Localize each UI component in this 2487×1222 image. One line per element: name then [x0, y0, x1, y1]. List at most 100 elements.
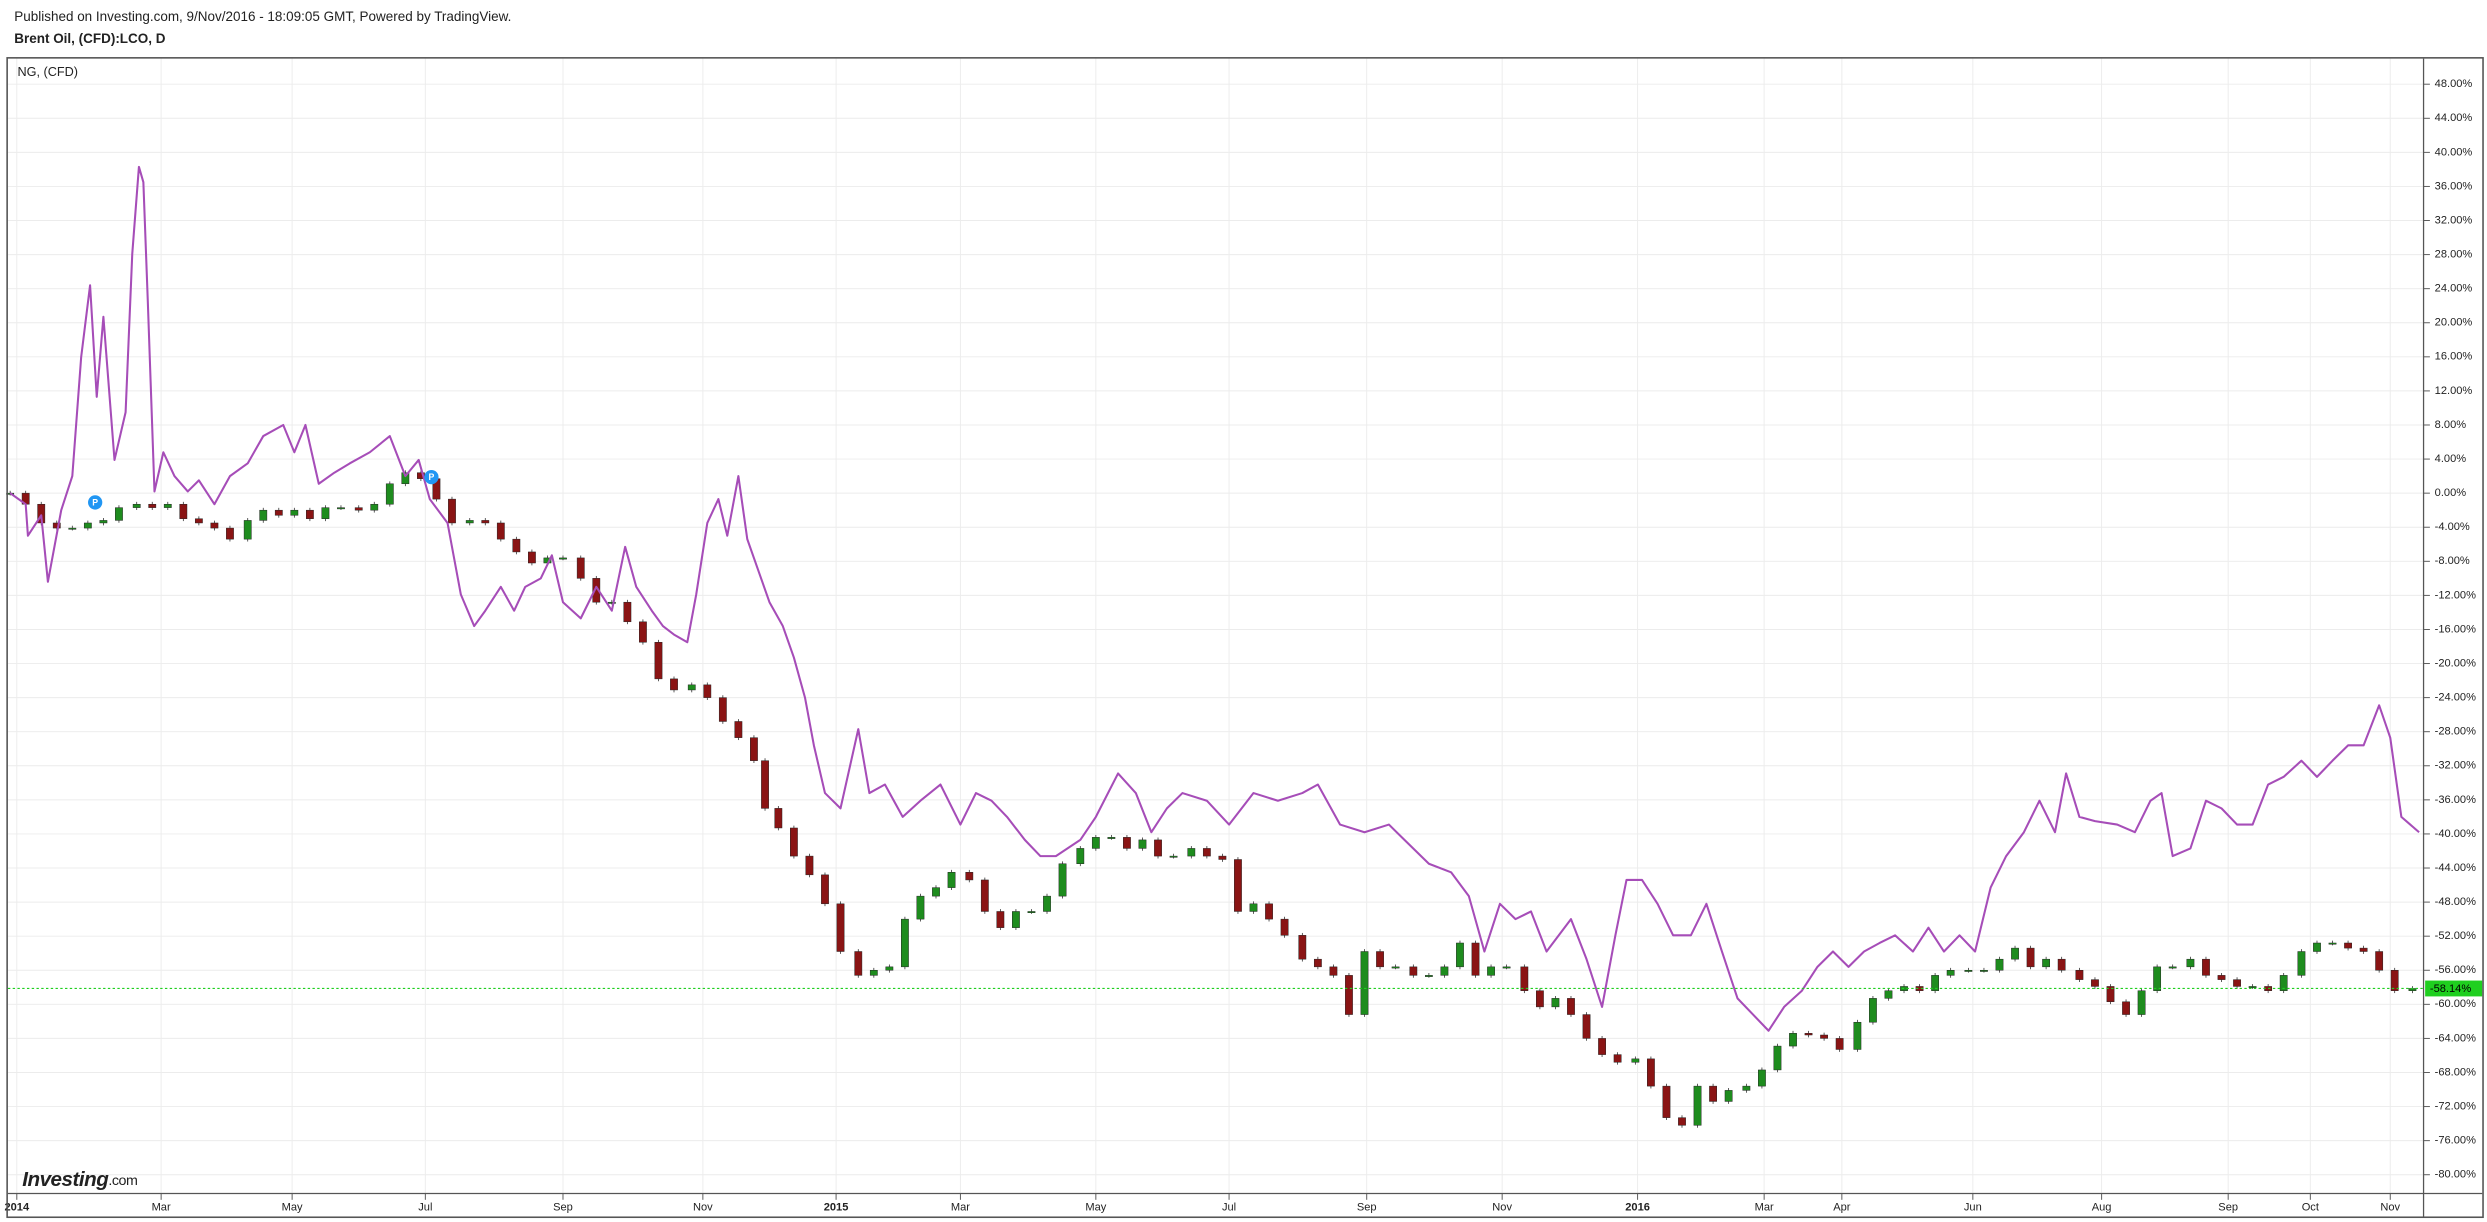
candle-body: [750, 737, 758, 761]
candle-body: [1931, 975, 1939, 991]
candle-body: [639, 621, 647, 643]
candle-body: [1154, 839, 1162, 857]
candle-body: [592, 578, 601, 603]
candle-body: [836, 903, 845, 952]
candle-body: [1709, 1085, 1717, 1102]
candle-body: [576, 557, 585, 579]
candle-body: [1107, 837, 1116, 839]
candle-body: [1835, 1038, 1844, 1050]
candle-body: [1234, 859, 1242, 912]
x-tick-label: Nov: [2380, 1202, 2400, 1214]
event-label[interactable]: P: [92, 498, 98, 508]
candle-body: [703, 684, 712, 698]
frame: [6, 57, 2484, 1219]
candle-body: [1456, 942, 1464, 968]
candle-body: [2091, 979, 2099, 987]
candle-body: [2026, 947, 2035, 968]
y-tick-label: -80.00%: [2435, 1169, 2476, 1181]
event-label[interactable]: P: [429, 472, 435, 482]
series-line: [9, 165, 2420, 1032]
candle-body: [869, 970, 878, 976]
candle-body: [401, 472, 410, 485]
candle-body: [2344, 942, 2352, 949]
x-tick-label: Jul: [418, 1202, 432, 1214]
y-tick-label: -44.00%: [2435, 862, 2476, 874]
x-tick-label: Mar: [951, 1202, 970, 1214]
candle-body: [1440, 966, 1449, 976]
y-tick-label: -24.00%: [2435, 692, 2476, 704]
x-tick-label: Oct: [2302, 1202, 2319, 1214]
candle-body: [465, 520, 474, 524]
x-tick-label: Nov: [693, 1202, 713, 1214]
candle-body: [1598, 1038, 1606, 1055]
y-tick-label: 48.00%: [2435, 78, 2473, 90]
candle-body: [1058, 863, 1067, 897]
x-tick-label: Sep: [553, 1202, 573, 1214]
grid: 48.00% 44.00% 40.00% 36.00% 32.00% 28.00% 24.0…: [4, 58, 2476, 1214]
x-tick-label: 2016: [1625, 1202, 1650, 1214]
price-label-box: [2425, 980, 2483, 997]
candle-body: [2042, 958, 2051, 968]
y-tick-label: 40.00%: [2435, 146, 2473, 158]
candle-body: [932, 887, 940, 897]
logo-name: Investing: [22, 1168, 109, 1191]
candle-body: [1360, 951, 1369, 1015]
candle-body: [1773, 1045, 1782, 1071]
candle-body: [1567, 998, 1575, 1015]
x-tick-label: Nov: [1492, 1202, 1512, 1214]
y-tick-label: -4.00%: [2435, 521, 2470, 533]
candle-body: [1946, 970, 1955, 976]
x-tick-label: Apr: [1833, 1202, 1851, 1214]
candle-body: [1169, 855, 1178, 858]
y-tick-label: 36.00%: [2435, 180, 2473, 192]
candle-body: [1425, 975, 1433, 977]
candle-body: [385, 483, 394, 505]
y-tick-label: -52.00%: [2435, 930, 2476, 942]
y-tick-label: -20.00%: [2435, 657, 2476, 669]
candle-body: [1329, 966, 1338, 976]
candle-body: [1012, 911, 1020, 928]
candle-body: [2011, 947, 2019, 960]
y-tick-label: 28.00%: [2435, 249, 2473, 261]
y-tick-label: 20.00%: [2435, 317, 2473, 329]
candle-body: [1964, 970, 1973, 972]
candle-body: [132, 503, 141, 508]
candle-body: [226, 527, 234, 540]
candle-body: [1091, 837, 1100, 849]
event-marker[interactable]: [88, 495, 103, 510]
candle-body: [1313, 958, 1322, 968]
candle-body: [1249, 903, 1258, 912]
y-tick-label: 44.00%: [2435, 112, 2473, 124]
candle-body: [623, 601, 632, 623]
candle-body: [1298, 935, 1307, 960]
candle-body: [2106, 986, 2115, 1003]
candle-body: [1758, 1069, 1766, 1087]
y-tick-label: 0.00%: [2435, 487, 2467, 499]
candle-body: [2153, 966, 2162, 991]
candle-body: [1027, 911, 1036, 913]
candle-body: [1187, 848, 1196, 857]
candle-body: [68, 527, 77, 530]
candle-body: [1678, 1117, 1686, 1126]
candle-body: [1724, 1090, 1733, 1102]
candle-body: [1265, 903, 1273, 920]
candle-body: [1376, 951, 1384, 968]
candle-body: [1853, 1021, 1862, 1050]
x-tick-label: Aug: [2092, 1202, 2112, 1214]
candle-body: [2328, 942, 2337, 945]
y-tick-label: -76.00%: [2435, 1135, 2476, 1147]
candle-body: [194, 518, 203, 524]
y-tick-label: -56.00%: [2435, 964, 2476, 976]
x-tick-label: Sep: [1357, 1202, 1377, 1214]
candle-body: [670, 678, 678, 691]
candle-body: [1487, 966, 1495, 976]
candle-body: [916, 895, 925, 920]
y-tick-label: 8.00%: [2435, 419, 2467, 431]
candle-body: [210, 522, 219, 529]
symbol-title: Brent Oil, (CFD):LCO, D: [14, 31, 165, 46]
candle-body: [805, 855, 814, 876]
candle-body: [718, 697, 727, 722]
candle-body: [774, 808, 783, 829]
event-marker[interactable]: [424, 469, 439, 485]
y-tick-label: -68.00%: [2435, 1066, 2476, 1078]
